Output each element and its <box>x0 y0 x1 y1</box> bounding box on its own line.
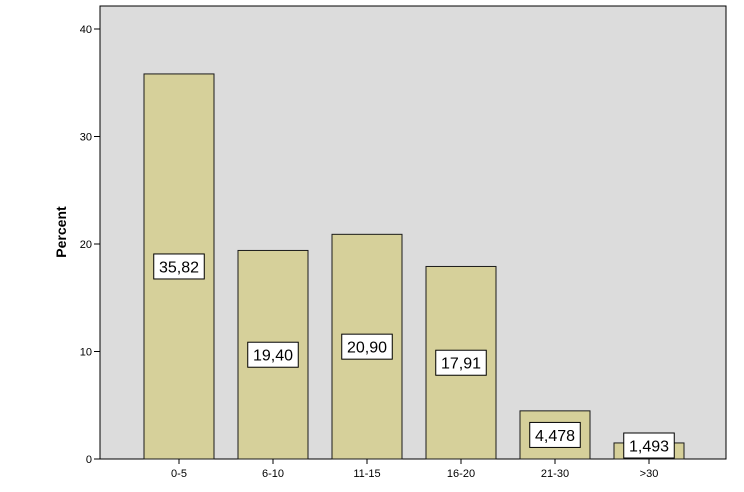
y-tick-label-3: 30 <box>80 132 92 144</box>
y-tick-label-0: 0 <box>86 454 92 466</box>
y-axis-label: Percent <box>53 206 69 258</box>
y-tick-label-1: 10 <box>80 347 92 359</box>
data-label-box-2 <box>341 333 393 360</box>
data-label-box-4 <box>529 421 581 448</box>
data-label-box-3 <box>435 349 487 376</box>
data-labels-layer: 35,82 19,40 20,90 17,91 4,478 1,493 <box>153 253 675 459</box>
x-tick-label-2: 11-15 <box>353 468 380 480</box>
x-tick-label-3: 16-20 <box>447 468 475 480</box>
x-axis: 0-5 6-10 11-15 16-20 21-30 >30 <box>171 459 658 480</box>
data-label-box-5 <box>623 432 675 459</box>
data-label-1: 19,40 <box>253 348 293 365</box>
data-label-3: 17,91 <box>441 356 481 373</box>
x-tick-label-0: 0-5 <box>171 468 187 480</box>
data-label-4: 4,478 <box>535 428 575 445</box>
y-tick-label-4: 40 <box>80 24 92 36</box>
data-label-0: 35,82 <box>159 259 199 276</box>
y-axis: 0 10 20 30 40 <box>80 24 100 466</box>
x-tick-label-4: 21-30 <box>541 468 569 480</box>
x-tick-label-5: >30 <box>640 468 659 480</box>
data-label-5: 1,493 <box>629 439 669 456</box>
data-label-box-1 <box>247 341 299 368</box>
y-tick-label-2: 20 <box>80 239 92 251</box>
data-label-box-0 <box>153 253 205 280</box>
data-label-2: 20,90 <box>347 340 387 357</box>
x-tick-label-1: 6-10 <box>262 468 284 480</box>
